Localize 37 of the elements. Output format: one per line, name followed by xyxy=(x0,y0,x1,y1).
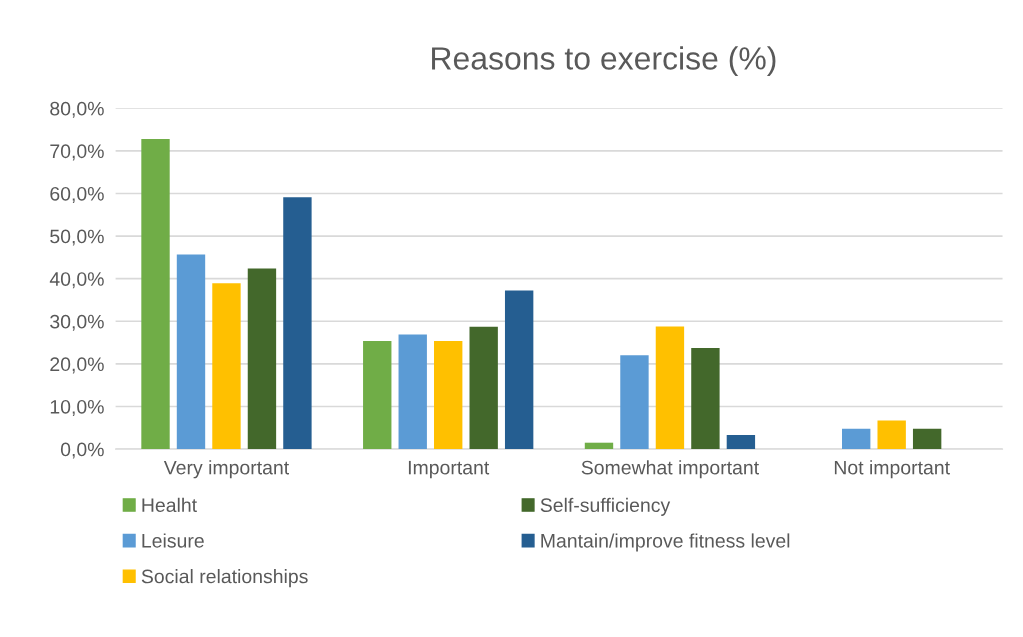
x-tick-label: Important xyxy=(408,460,490,479)
y-tick-label: 60,0% xyxy=(50,186,104,204)
x-tick-label: Somewhat important xyxy=(581,460,759,479)
bar xyxy=(398,334,427,450)
y-tick-label: 70,0% xyxy=(50,144,104,161)
bar xyxy=(212,283,241,450)
y-tick-label: 80,0% xyxy=(50,101,104,118)
x-tick-label: Very important xyxy=(163,460,290,479)
bar xyxy=(176,254,206,450)
y-tick-label: 40,0% xyxy=(49,272,104,289)
legend-label: Healht xyxy=(142,497,197,513)
bar xyxy=(247,268,277,450)
chart-title: Reasons to exercise (%) xyxy=(432,46,776,77)
bar xyxy=(726,435,756,450)
legend-label: Social relationships xyxy=(141,569,308,588)
x-tick-label: Not important xyxy=(834,460,950,479)
y-tick-label: 50,0% xyxy=(50,229,104,246)
bar xyxy=(363,340,392,450)
legend-label: Mantain/improve fitness level xyxy=(541,533,790,552)
bar xyxy=(434,340,463,450)
bar xyxy=(912,428,942,450)
bar xyxy=(842,428,871,450)
bar xyxy=(691,348,720,450)
y-tick-label: 30,0% xyxy=(50,314,104,331)
bar xyxy=(283,197,312,450)
legend-label: Self-sufficiency xyxy=(540,497,671,516)
bar xyxy=(877,420,906,450)
y-tick-label: 20,0% xyxy=(50,357,104,374)
bar xyxy=(469,326,498,450)
bar xyxy=(141,138,170,450)
legend-label: Leisure xyxy=(142,533,204,548)
y-tick-label: 0,0% xyxy=(60,442,104,459)
bar xyxy=(655,326,685,450)
bar xyxy=(584,442,614,450)
bar xyxy=(504,290,534,450)
y-tick-label: 10,0% xyxy=(50,399,104,417)
bar xyxy=(620,355,649,450)
